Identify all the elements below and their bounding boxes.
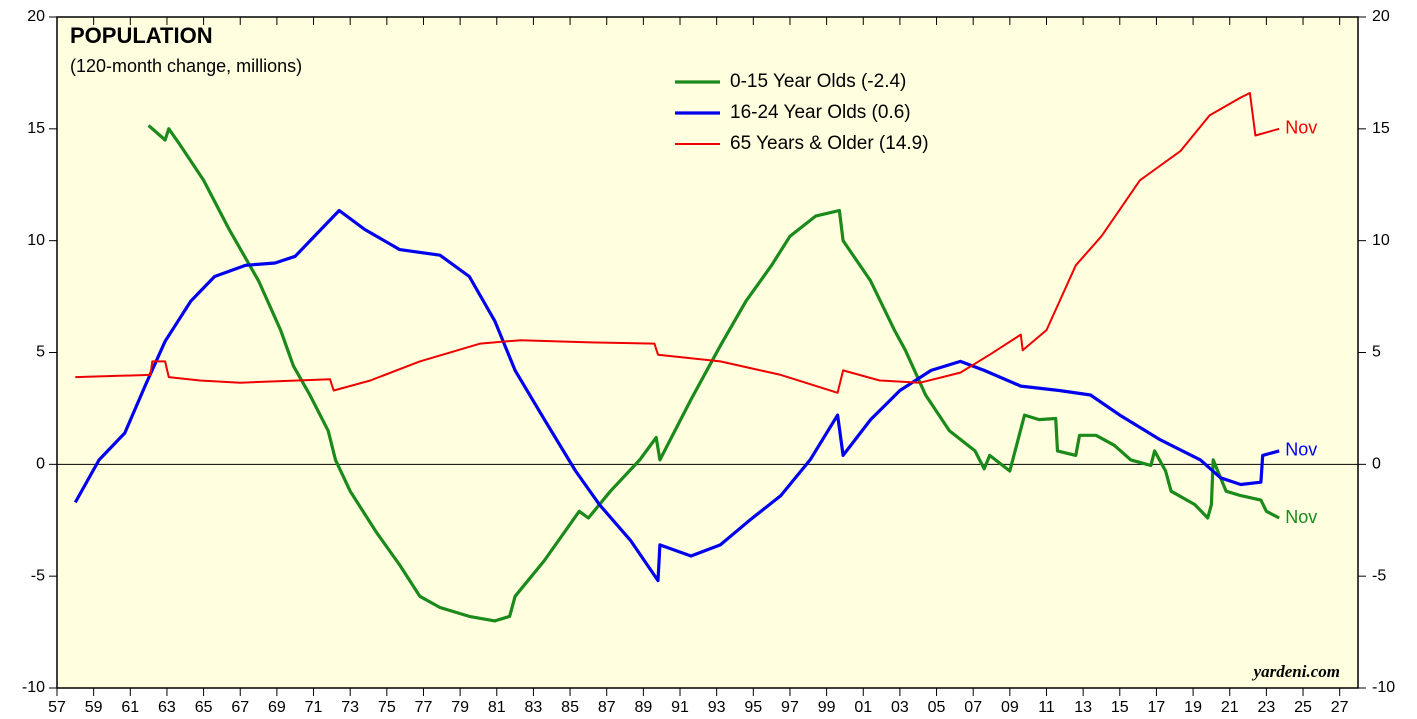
y-tick-label: 15 xyxy=(27,120,45,137)
x-tick-label: 59 xyxy=(85,699,103,716)
x-tick-label: 73 xyxy=(341,699,359,716)
x-tick-label: 71 xyxy=(305,699,323,716)
x-tick-label: 25 xyxy=(1294,699,1312,716)
legend-label: 16-24 Year Olds (0.6) xyxy=(730,102,911,123)
x-tick-label: 13 xyxy=(1074,699,1092,716)
legend-label: 65 Years & Older (14.9) xyxy=(730,133,929,154)
y2-tick-label: 15 xyxy=(1372,120,1390,137)
x-tick-label: 81 xyxy=(488,699,506,716)
y2-tick-label: 0 xyxy=(1372,456,1381,473)
x-tick-label: 07 xyxy=(964,699,982,716)
x-tick-label: 19 xyxy=(1184,699,1202,716)
chart-title: POPULATION xyxy=(70,23,213,48)
y2-tick-label: -10 xyxy=(1372,679,1395,696)
x-tick-label: 01 xyxy=(854,699,872,716)
x-tick-label: 05 xyxy=(928,699,946,716)
y-tick-label: -10 xyxy=(22,679,45,696)
x-tick-label: 17 xyxy=(1148,699,1166,716)
x-tick-label: 89 xyxy=(634,699,652,716)
x-tick-label: 79 xyxy=(451,699,469,716)
y-tick-label: 10 xyxy=(27,232,45,249)
x-tick-label: 85 xyxy=(561,699,579,716)
y-tick-label: 20 xyxy=(27,8,45,25)
legend-label: 0-15 Year Olds (-2.4) xyxy=(730,71,906,92)
x-tick-label: 77 xyxy=(415,699,433,716)
series-line xyxy=(147,124,1280,623)
x-tick-label: 93 xyxy=(708,699,726,716)
x-tick-label: 09 xyxy=(1001,699,1019,716)
x-tick-label: 61 xyxy=(121,699,139,716)
end-label: Nov xyxy=(1285,118,1317,138)
x-tick-label: 91 xyxy=(671,699,689,716)
series-line xyxy=(73,208,1280,583)
y-tick-label: 0 xyxy=(36,456,45,473)
y2-tick-label: 5 xyxy=(1372,344,1381,361)
x-tick-label: 21 xyxy=(1221,699,1239,716)
y2-tick-label: -5 xyxy=(1372,567,1386,584)
x-tick-label: 27 xyxy=(1331,699,1349,716)
end-label: Nov xyxy=(1285,507,1317,527)
x-tick-label: 87 xyxy=(598,699,616,716)
x-tick-label: 69 xyxy=(268,699,286,716)
y-tick-label: 5 xyxy=(36,344,45,361)
end-label: Nov xyxy=(1285,440,1317,460)
x-tick-label: 97 xyxy=(781,699,799,716)
y2-tick-label: 20 xyxy=(1372,8,1390,25)
x-tick-label: 11 xyxy=(1038,699,1055,716)
x-tick-label: 99 xyxy=(818,699,836,716)
chart-subtitle: (120-month change, millions) xyxy=(70,56,302,76)
plot-area xyxy=(56,16,1359,689)
x-tick-label: 65 xyxy=(195,699,213,716)
x-tick-label: 83 xyxy=(525,699,543,716)
x-tick-label: 23 xyxy=(1257,699,1275,716)
x-tick-label: 95 xyxy=(744,699,762,716)
series-line xyxy=(75,92,1280,394)
x-tick-label: 57 xyxy=(48,699,66,716)
y2-tick-label: 10 xyxy=(1372,232,1390,249)
x-tick-label: 15 xyxy=(1111,699,1129,716)
x-tick-label: 63 xyxy=(158,699,176,716)
y-tick-label: -5 xyxy=(31,567,45,584)
x-tick-label: 03 xyxy=(891,699,909,716)
x-tick-label: 67 xyxy=(231,699,249,716)
x-tick-label: 75 xyxy=(378,699,396,716)
source: yardeni.com xyxy=(1252,662,1340,681)
